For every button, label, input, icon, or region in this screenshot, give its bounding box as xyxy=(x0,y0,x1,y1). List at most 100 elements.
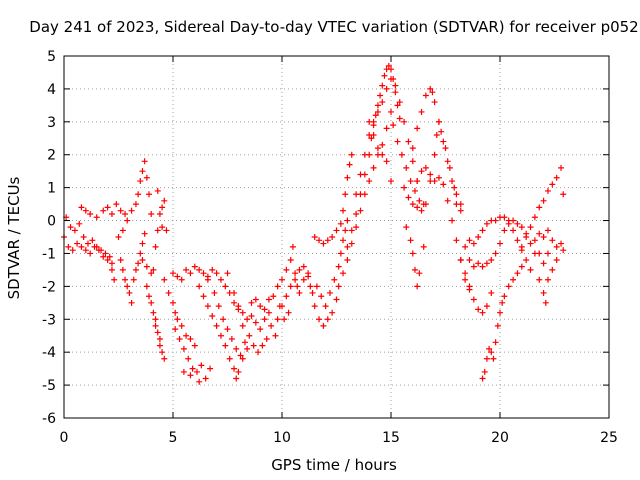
data-point xyxy=(84,240,91,247)
data-point xyxy=(89,237,96,244)
data-point xyxy=(213,322,220,329)
data-point xyxy=(405,138,412,145)
data-point xyxy=(196,266,203,273)
data-point xyxy=(132,201,139,208)
data-point xyxy=(98,247,105,254)
data-point xyxy=(501,227,508,234)
data-point xyxy=(451,184,458,191)
data-point xyxy=(174,316,181,323)
data-point xyxy=(353,191,360,198)
data-point xyxy=(220,316,227,323)
data-point xyxy=(122,210,129,217)
data-point xyxy=(207,365,214,372)
data-point xyxy=(132,266,139,273)
data-point xyxy=(154,227,161,234)
data-point xyxy=(392,89,399,96)
data-point xyxy=(340,270,347,277)
data-point xyxy=(401,184,408,191)
data-point xyxy=(248,299,255,306)
data-point xyxy=(388,76,394,83)
data-point xyxy=(311,234,318,240)
plot-frame xyxy=(63,55,610,419)
data-point xyxy=(296,266,303,273)
data-point xyxy=(217,276,224,283)
data-point xyxy=(479,309,486,316)
data-point xyxy=(126,289,133,296)
data-point xyxy=(431,178,438,185)
data-point xyxy=(374,145,381,152)
data-point xyxy=(486,345,493,352)
data-point xyxy=(370,164,377,171)
data-point xyxy=(239,309,246,316)
y-tick-label: 2 xyxy=(47,148,56,164)
data-point xyxy=(135,191,142,198)
y-tick-label: -2 xyxy=(42,279,56,295)
data-point xyxy=(344,174,351,181)
data-point xyxy=(117,207,124,214)
data-point xyxy=(316,316,323,323)
data-point xyxy=(388,108,394,115)
data-point xyxy=(283,266,290,273)
data-point xyxy=(549,266,556,273)
data-point xyxy=(544,227,551,234)
data-point xyxy=(263,336,270,343)
data-point xyxy=(244,345,251,352)
data-point xyxy=(252,296,259,303)
data-point xyxy=(462,243,469,250)
data-point xyxy=(342,227,349,234)
data-point xyxy=(305,273,312,280)
data-point xyxy=(270,293,277,300)
data-point xyxy=(87,250,94,257)
data-point xyxy=(163,227,170,234)
data-point xyxy=(357,207,364,214)
data-point xyxy=(100,207,107,214)
chart-title: Day 241 of 2023, Sidereal Day-to-day VTE… xyxy=(29,18,638,36)
data-point xyxy=(272,332,279,339)
data-point xyxy=(172,326,179,333)
x-ticks: 0 5 10 15 20 25 xyxy=(60,56,618,446)
data-point xyxy=(479,227,486,234)
data-point xyxy=(329,309,336,316)
data-point xyxy=(403,164,410,171)
data-point xyxy=(394,138,401,145)
data-point xyxy=(396,99,403,106)
x-tick-label: 20 xyxy=(491,430,509,446)
data-point xyxy=(518,243,525,250)
data-point xyxy=(403,224,410,231)
data-point xyxy=(224,270,231,277)
x-tick-label: 25 xyxy=(600,430,618,446)
data-point xyxy=(553,243,560,250)
data-point xyxy=(187,270,194,277)
data-point xyxy=(340,207,347,214)
data-point xyxy=(250,342,257,349)
data-point xyxy=(453,237,460,244)
data-point xyxy=(488,349,495,356)
data-point xyxy=(152,316,159,323)
data-point xyxy=(233,375,240,382)
data-point xyxy=(549,237,556,244)
data-point xyxy=(553,174,560,181)
data-point xyxy=(414,283,421,290)
data-point xyxy=(128,299,135,306)
data-point xyxy=(344,243,351,250)
data-point xyxy=(183,332,190,339)
data-point xyxy=(383,85,390,92)
data-point xyxy=(549,181,556,188)
data-point xyxy=(80,234,87,240)
data-point xyxy=(544,250,551,257)
data-point xyxy=(505,217,512,224)
data-point xyxy=(108,266,115,273)
data-point xyxy=(106,253,113,260)
data-point xyxy=(204,276,211,283)
data-point xyxy=(353,224,360,231)
data-point xyxy=(281,316,288,323)
data-point xyxy=(392,82,399,89)
data-point xyxy=(265,309,272,316)
data-point xyxy=(320,322,327,329)
data-point xyxy=(440,138,447,145)
data-point xyxy=(444,158,451,165)
data-point xyxy=(381,72,388,79)
data-point xyxy=(170,270,176,277)
data-point xyxy=(523,257,530,264)
data-point xyxy=(265,296,272,303)
